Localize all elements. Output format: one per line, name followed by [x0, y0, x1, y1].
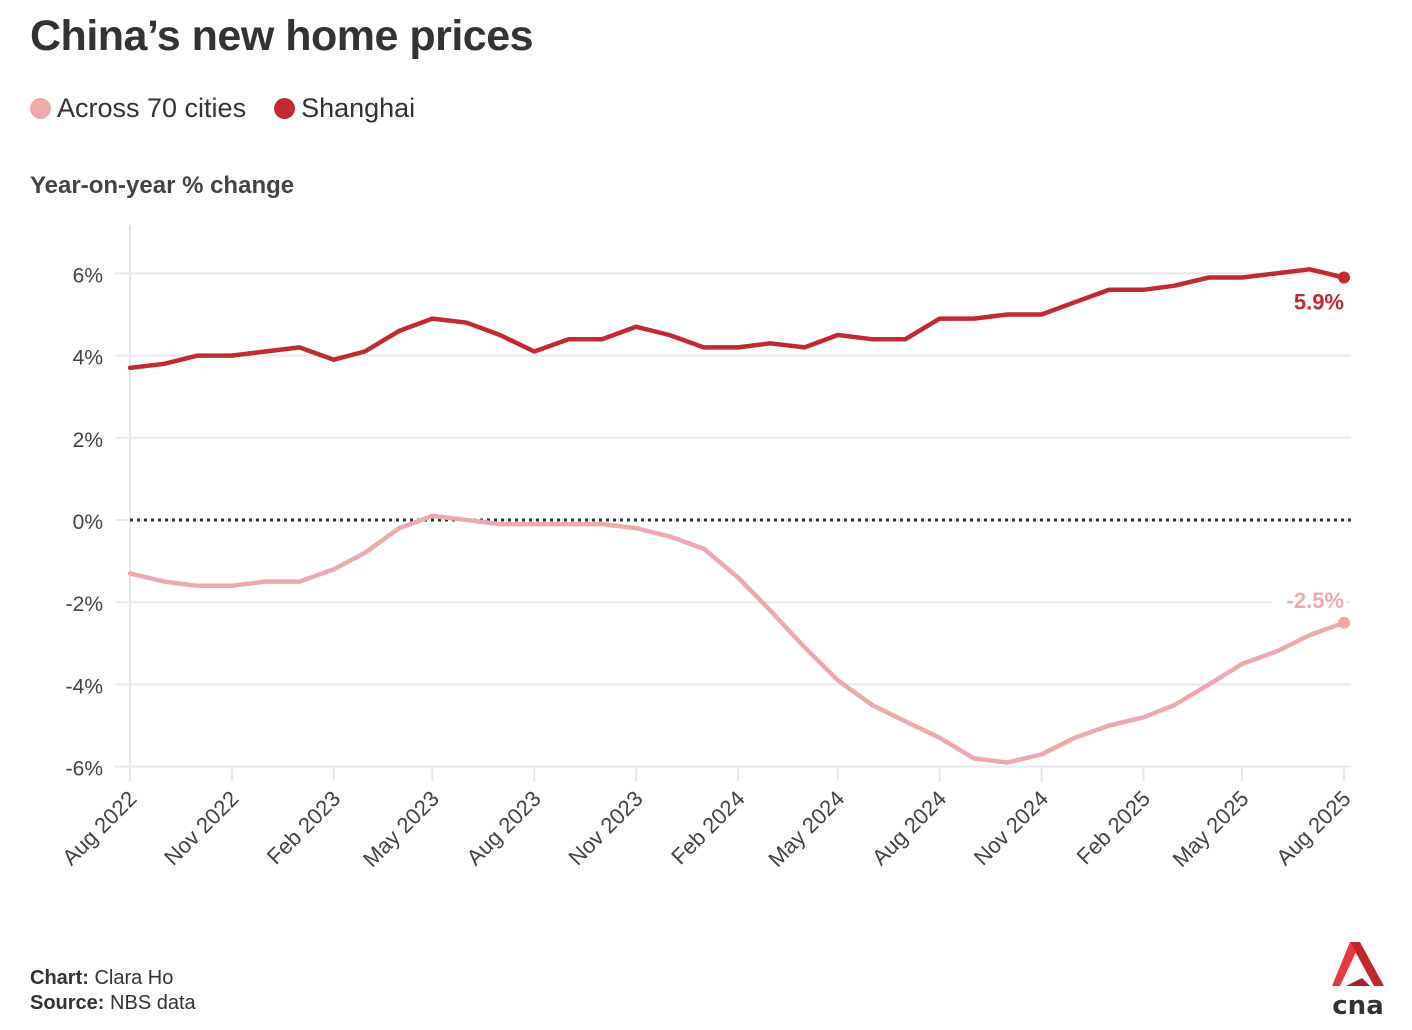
y-axis-title: Year-on-year % change [30, 172, 295, 199]
source-credit-value: NBS data [110, 992, 196, 1014]
line-chart: 6%4%2%0%-2%-4%-6%Aug 2022 Nov 2022 Feb 202… [57, 225, 1356, 872]
end-point-70-cities [1338, 616, 1350, 629]
x-tick-label: Feb 2024 [666, 786, 749, 869]
x-tick-label: Aug 2025 [1271, 786, 1355, 870]
x-tick-label: Feb 2025 [1072, 786, 1155, 869]
legend-item-70-cities: Across 70 cities [30, 93, 246, 124]
x-tick-label: Aug 2023 [462, 786, 546, 870]
x-tick-label: Aug 2022 [57, 786, 141, 870]
chart-credit-value: Clara Ho [94, 967, 174, 989]
end-label-shanghai: 5.9% [1294, 290, 1344, 315]
y-tick-label: -4% [66, 675, 103, 698]
chart-title: China’s new home prices [30, 12, 534, 60]
legend-dot-shanghai [274, 98, 296, 119]
end-label-background-70-cities [1272, 587, 1346, 614]
y-tick-label: 0% [73, 511, 103, 534]
x-tick-label: May 2024 [763, 786, 849, 872]
y-tick-label: 2% [73, 429, 103, 452]
end-label-70-cities: -2.5% [1287, 588, 1344, 613]
x-tick-label: Nov 2023 [563, 786, 647, 870]
y-tick-label: -2% [66, 593, 103, 616]
legend-label-shanghai: Shanghai [301, 93, 416, 123]
end-point-shanghai [1338, 271, 1350, 284]
cna-logo-icon: cna [1332, 942, 1384, 1018]
legend-item-shanghai: Shanghai [274, 93, 415, 124]
legend: Across 70 cities Shanghai [30, 93, 443, 124]
chart-credit-label: Chart: [30, 967, 89, 989]
y-tick-label: 4% [73, 347, 103, 370]
y-tick-label: 6% [73, 264, 103, 287]
series-line-70-cities [127, 513, 1347, 765]
source-credit: Source: NBS data [30, 991, 196, 1016]
legend-dot-70-cities [30, 98, 51, 119]
x-tick-label: May 2023 [358, 786, 444, 872]
chart-credit: Chart: Clara Ho [30, 966, 196, 991]
source-credit-label: Source: [30, 992, 105, 1014]
series-line-shanghai [127, 267, 1347, 371]
x-tick-label: Aug 2024 [867, 786, 951, 870]
footer: Chart: Clara Ho Source: NBS data [30, 966, 196, 1016]
x-tick-label: Nov 2024 [969, 786, 1053, 870]
x-tick-label: Feb 2023 [262, 786, 345, 869]
x-tick-label: May 2025 [1168, 786, 1254, 872]
y-tick-label: -6% [66, 758, 103, 781]
cna-logo-text: cna [1332, 991, 1383, 1018]
legend-label-70-cities: Across 70 cities [57, 93, 247, 123]
x-tick-label: Nov 2022 [159, 786, 243, 870]
